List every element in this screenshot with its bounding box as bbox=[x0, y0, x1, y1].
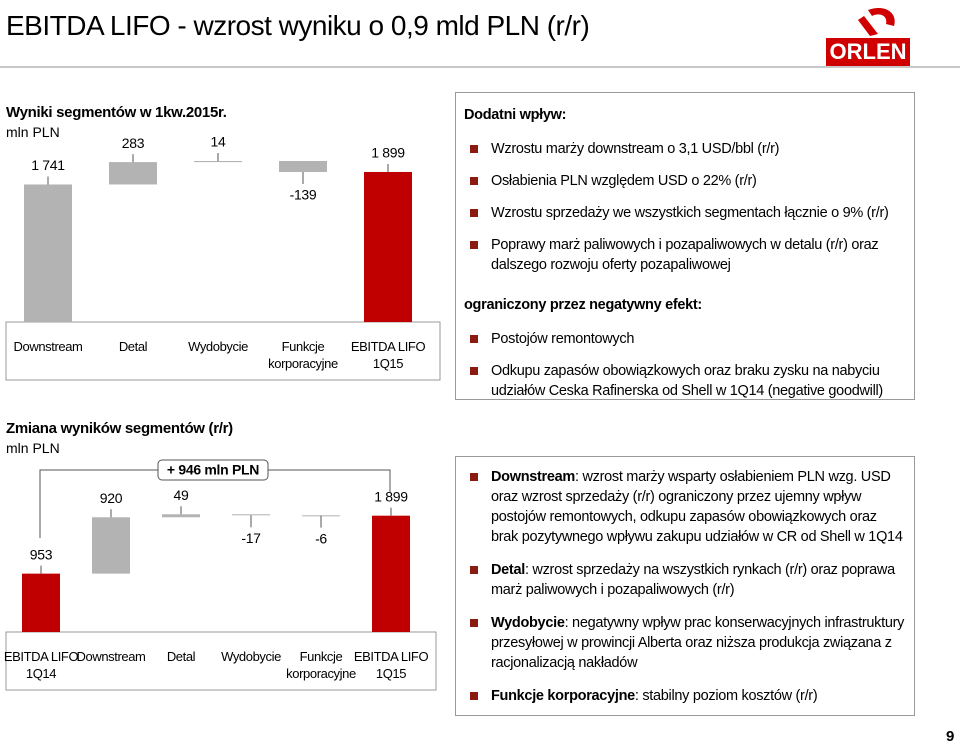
bar bbox=[279, 160, 327, 172]
comments-box: Downstream: wzrost marży wsparty osłabie… bbox=[455, 456, 915, 716]
comment-item: Downstream: wzrost marży wsparty osłabie… bbox=[464, 467, 906, 547]
positive-box: Dodatni wpływ: Wzrostu marży downstream o… bbox=[455, 92, 915, 400]
chart-subtitle: mln PLN bbox=[6, 124, 60, 140]
logo-box bbox=[826, 38, 910, 66]
category-label: Downstream bbox=[13, 339, 83, 354]
bar bbox=[194, 160, 242, 163]
logo-text: ORLEN bbox=[830, 39, 907, 64]
comment-item: Wydobycie: negatywny wpływ prac konserwa… bbox=[464, 613, 906, 673]
comment-label: Detal bbox=[491, 562, 525, 578]
comment-label: Wydobycie bbox=[491, 615, 565, 631]
chart: + 946 mln PLN 953 920 49 -17 -6 1 899 bbox=[5, 459, 437, 691]
slide-title: EBITDA LIFO - wzrost wyniku o 0,9 mld PL… bbox=[6, 10, 590, 41]
annotation-box bbox=[157, 459, 269, 481]
comment-item: Detal: wzrost sprzedaży na wszystkich ry… bbox=[464, 560, 906, 600]
bar bbox=[372, 515, 410, 632]
comment-label: Downstream bbox=[491, 469, 576, 485]
box-heading: Dodatni wpływ: bbox=[464, 107, 567, 123]
category-label: Funkcje korporacyjne bbox=[286, 649, 356, 681]
box-heading: ograniczony przez negatywny efekt: bbox=[464, 297, 702, 313]
bullet-item: Poprawy marż paliwowych i pozapaliwowych… bbox=[464, 235, 906, 275]
value-label: 1 741 bbox=[31, 157, 65, 173]
value-label: -17 bbox=[241, 530, 261, 546]
comment-text: : wzrost sprzedaży na wszystkich rynkach… bbox=[491, 562, 895, 598]
comment-text: : stabilny poziom kosztów (r/r) bbox=[634, 688, 818, 704]
annotation: + 946 mln PLN bbox=[167, 462, 259, 478]
bullet-item: Osłabienia PLN względem USD o 22% (r/r) bbox=[464, 171, 906, 191]
category-label: EBITDA LIFO 1Q14 bbox=[3, 649, 79, 681]
bar bbox=[109, 162, 157, 185]
category-label: EBITDA LIFO 1Q15 bbox=[353, 649, 429, 681]
bullet-item: Wzrostu sprzedaży we wszystkich segmenta… bbox=[464, 203, 906, 223]
category-label: Detal bbox=[118, 339, 148, 354]
category-label: Detal bbox=[166, 649, 196, 664]
comment-label: Funkcje korporacyjne bbox=[491, 688, 635, 704]
comment-text: : wzrost marży wsparty osłabieniem PLN w… bbox=[491, 469, 903, 545]
logo-mark bbox=[858, 16, 878, 36]
category-label: Wydobycie bbox=[188, 339, 248, 354]
bar bbox=[364, 171, 412, 322]
category-frame bbox=[5, 321, 441, 381]
bullet-item: Odkupu zapasów obowiązkowych oraz braku … bbox=[464, 361, 906, 401]
value-label: 283 bbox=[122, 135, 145, 151]
logo: ORLEN bbox=[826, 7, 910, 66]
chart: 1 741 283 14 -139 1 899 bbox=[5, 134, 441, 381]
category-label: Funkcje korporacyjne bbox=[268, 339, 338, 371]
page-number: 9 bbox=[946, 728, 955, 745]
comment-item: Funkcje korporacyjne: stabilny poziom ko… bbox=[464, 686, 906, 706]
value-label: 920 bbox=[100, 490, 123, 506]
bar bbox=[24, 184, 72, 322]
value-label: -6 bbox=[315, 530, 327, 546]
category-label: Wydobycie bbox=[221, 649, 281, 664]
category-label: EBITDA LIFO 1Q15 bbox=[350, 339, 426, 371]
value-label: 14 bbox=[211, 134, 226, 150]
bullet-item: Postojów remontowych bbox=[464, 329, 906, 349]
bar bbox=[92, 517, 130, 574]
value-label: 1 899 bbox=[371, 145, 405, 161]
value-label: 1 899 bbox=[374, 488, 408, 504]
comment-text: : negatywny wpływ prac konserwacyjnych i… bbox=[491, 615, 905, 671]
bar bbox=[232, 514, 270, 516]
chart-title: Wyniki segmentów w 1kw.2015r. bbox=[6, 104, 227, 121]
category-label: Downstream bbox=[76, 649, 146, 664]
bullet-item: Wzrostu marży downstream o 3,1 USD/bbl (… bbox=[464, 139, 906, 159]
chart-title: Zmiana wyników segmentów (r/r) bbox=[6, 420, 233, 437]
chart-subtitle: mln PLN bbox=[6, 440, 60, 456]
bar bbox=[22, 573, 60, 632]
header-rule bbox=[0, 66, 960, 68]
category-frame bbox=[5, 631, 437, 691]
annotation-bracket bbox=[39, 469, 391, 538]
value-label: 953 bbox=[30, 546, 53, 562]
value-label: 49 bbox=[174, 487, 189, 503]
bar bbox=[162, 514, 200, 518]
logo-mark bbox=[868, 7, 895, 26]
value-label: -139 bbox=[290, 187, 317, 203]
